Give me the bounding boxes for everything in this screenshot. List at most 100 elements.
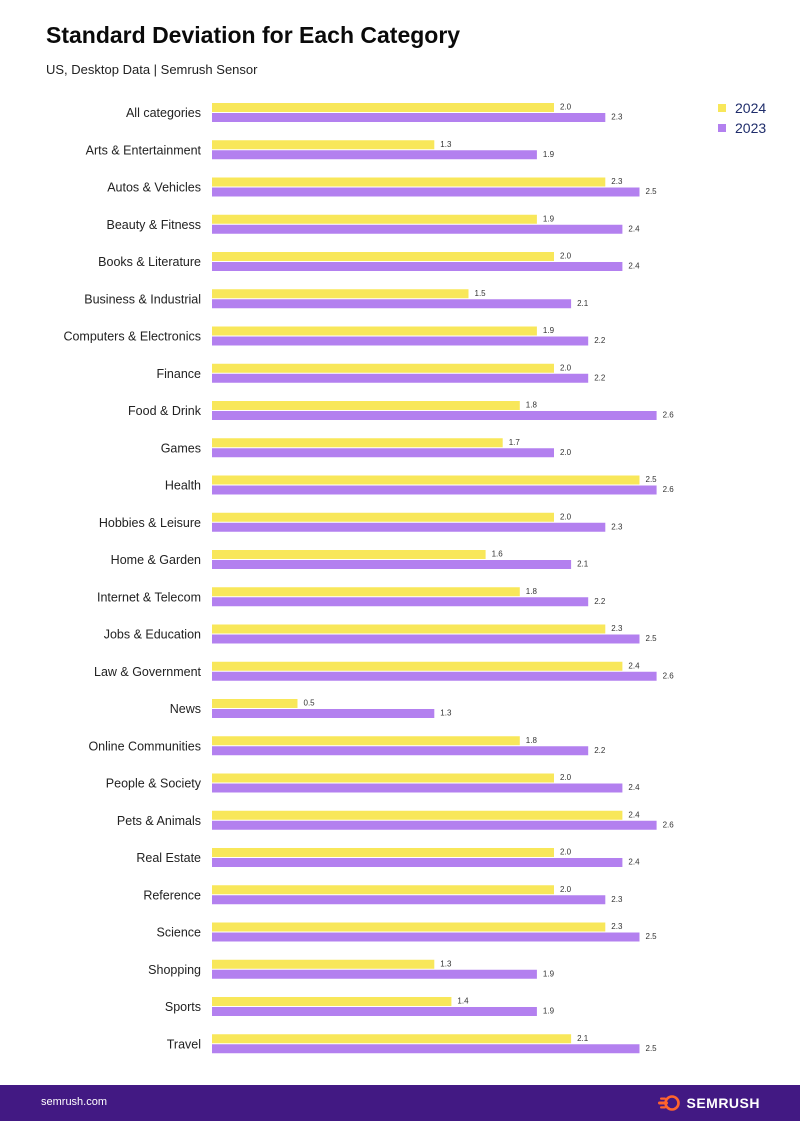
bar-2024 [212,252,554,261]
data-label-2024: 2.0 [560,848,572,857]
bar-2024 [212,289,469,299]
bar-2024 [212,438,503,448]
bar-2024 [212,959,435,969]
data-label-2023: 2.6 [663,411,675,420]
bar-2023 [212,485,657,495]
data-label-2024: 2.3 [611,922,623,931]
category-label: Science [157,926,202,940]
data-label-2024: 2.4 [628,661,640,670]
bar-2024 [212,177,606,187]
bar-2023 [212,187,640,197]
category-label: Law & Government [94,665,202,679]
category-label: Computers & Electronics [63,330,201,344]
bar-2023 [212,150,537,160]
bar-2024 [212,214,537,224]
bar-2023 [212,820,657,830]
bar-2023 [212,448,554,458]
data-label-2024: 1.9 [543,326,555,335]
bar-2024 [212,401,520,410]
bar-2023 [212,895,606,905]
category-label: Online Communities [88,739,201,753]
category-label: News [170,702,201,716]
category-label: Autos & Vehicles [107,181,201,195]
footer-bar: semrush.com SEMRUSH [0,1085,800,1121]
category-label: Pets & Animals [117,814,201,828]
semrush-flame-icon [658,1095,681,1111]
category-label: Health [165,479,201,493]
bar-2023 [212,522,606,532]
category-label: Shopping [148,963,201,977]
data-label-2024: 2.1 [577,1034,589,1043]
data-label-2024: 1.7 [509,438,521,447]
bar-2023 [212,262,623,271]
bar-2023 [212,373,589,383]
bar-2023 [212,671,657,681]
bar-2024 [212,736,520,746]
bar-2023 [212,969,537,979]
data-label-2024: 2.4 [628,810,640,819]
bar-2024 [212,140,435,150]
bar-2023 [212,932,640,942]
bar-2024 [212,848,554,857]
data-label-2023: 2.2 [594,597,606,606]
data-label-2023: 2.3 [611,895,623,904]
category-label: Business & Industrial [84,292,201,306]
bar-2024 [212,363,554,373]
bar-2024 [212,810,623,820]
chart-title: Standard Deviation for Each Category [46,22,461,48]
data-label-2023: 2.6 [663,820,675,829]
data-label-2024: 1.4 [457,997,469,1006]
bar-2024 [212,475,640,485]
category-label: All categories [126,106,201,120]
bar-2024 [212,699,298,708]
bar-2024 [212,512,554,522]
bar-2024 [212,1034,572,1044]
data-label-2023: 2.4 [628,783,640,792]
data-label-2023: 1.9 [543,1007,555,1016]
bar-2023 [212,597,589,607]
data-label-2024: 2.0 [560,363,572,372]
data-label-2023: 1.9 [543,969,555,978]
data-label-2024: 0.5 [304,699,316,708]
data-label-2024: 2.0 [560,103,572,112]
bar-2023 [212,1044,640,1054]
data-label-2023: 1.3 [440,709,452,718]
data-label-2024: 2.3 [611,177,623,186]
bar-2023 [212,746,589,756]
category-label: Beauty & Fitness [107,218,202,232]
legend-swatch-2024 [718,104,726,112]
category-label: Internet & Telecom [97,590,201,604]
data-label-2024: 1.3 [440,140,452,149]
bar-2024 [212,885,554,895]
data-label-2024: 1.5 [475,289,487,298]
brand-name: SEMRUSH [686,1095,760,1111]
footer-url[interactable]: semrush.com [41,1096,108,1108]
bar-2023 [212,783,623,793]
data-label-2023: 2.5 [646,932,658,941]
bar-2023 [212,560,572,569]
data-label-2024: 1.6 [492,550,504,559]
data-label-2024: 2.0 [560,773,572,782]
chart-subtitle: US, Desktop Data | Semrush Sensor [46,62,258,77]
bar-2024 [212,587,520,597]
data-label-2024: 1.8 [526,587,538,596]
bar-2024 [212,326,537,336]
bar-2023 [212,709,435,718]
bar-2023 [212,336,589,346]
data-label-2024: 1.8 [526,736,538,745]
category-label: Jobs & Education [104,628,201,642]
legend-label-2023: 2023 [735,120,766,136]
data-label-2023: 2.2 [594,746,606,755]
category-label: Arts & Entertainment [86,143,202,157]
data-label-2023: 2.1 [577,560,589,569]
category-label: Games [161,441,201,455]
data-label-2024: 1.3 [440,959,452,968]
bar-2023 [212,299,572,309]
bar-2024 [212,997,452,1006]
data-label-2023: 2.5 [646,1044,658,1053]
data-label-2023: 2.4 [628,224,640,233]
bar-2024 [212,922,606,932]
category-label: Sports [165,1000,201,1014]
data-label-2023: 2.2 [594,336,606,345]
category-label: Real Estate [136,851,201,865]
